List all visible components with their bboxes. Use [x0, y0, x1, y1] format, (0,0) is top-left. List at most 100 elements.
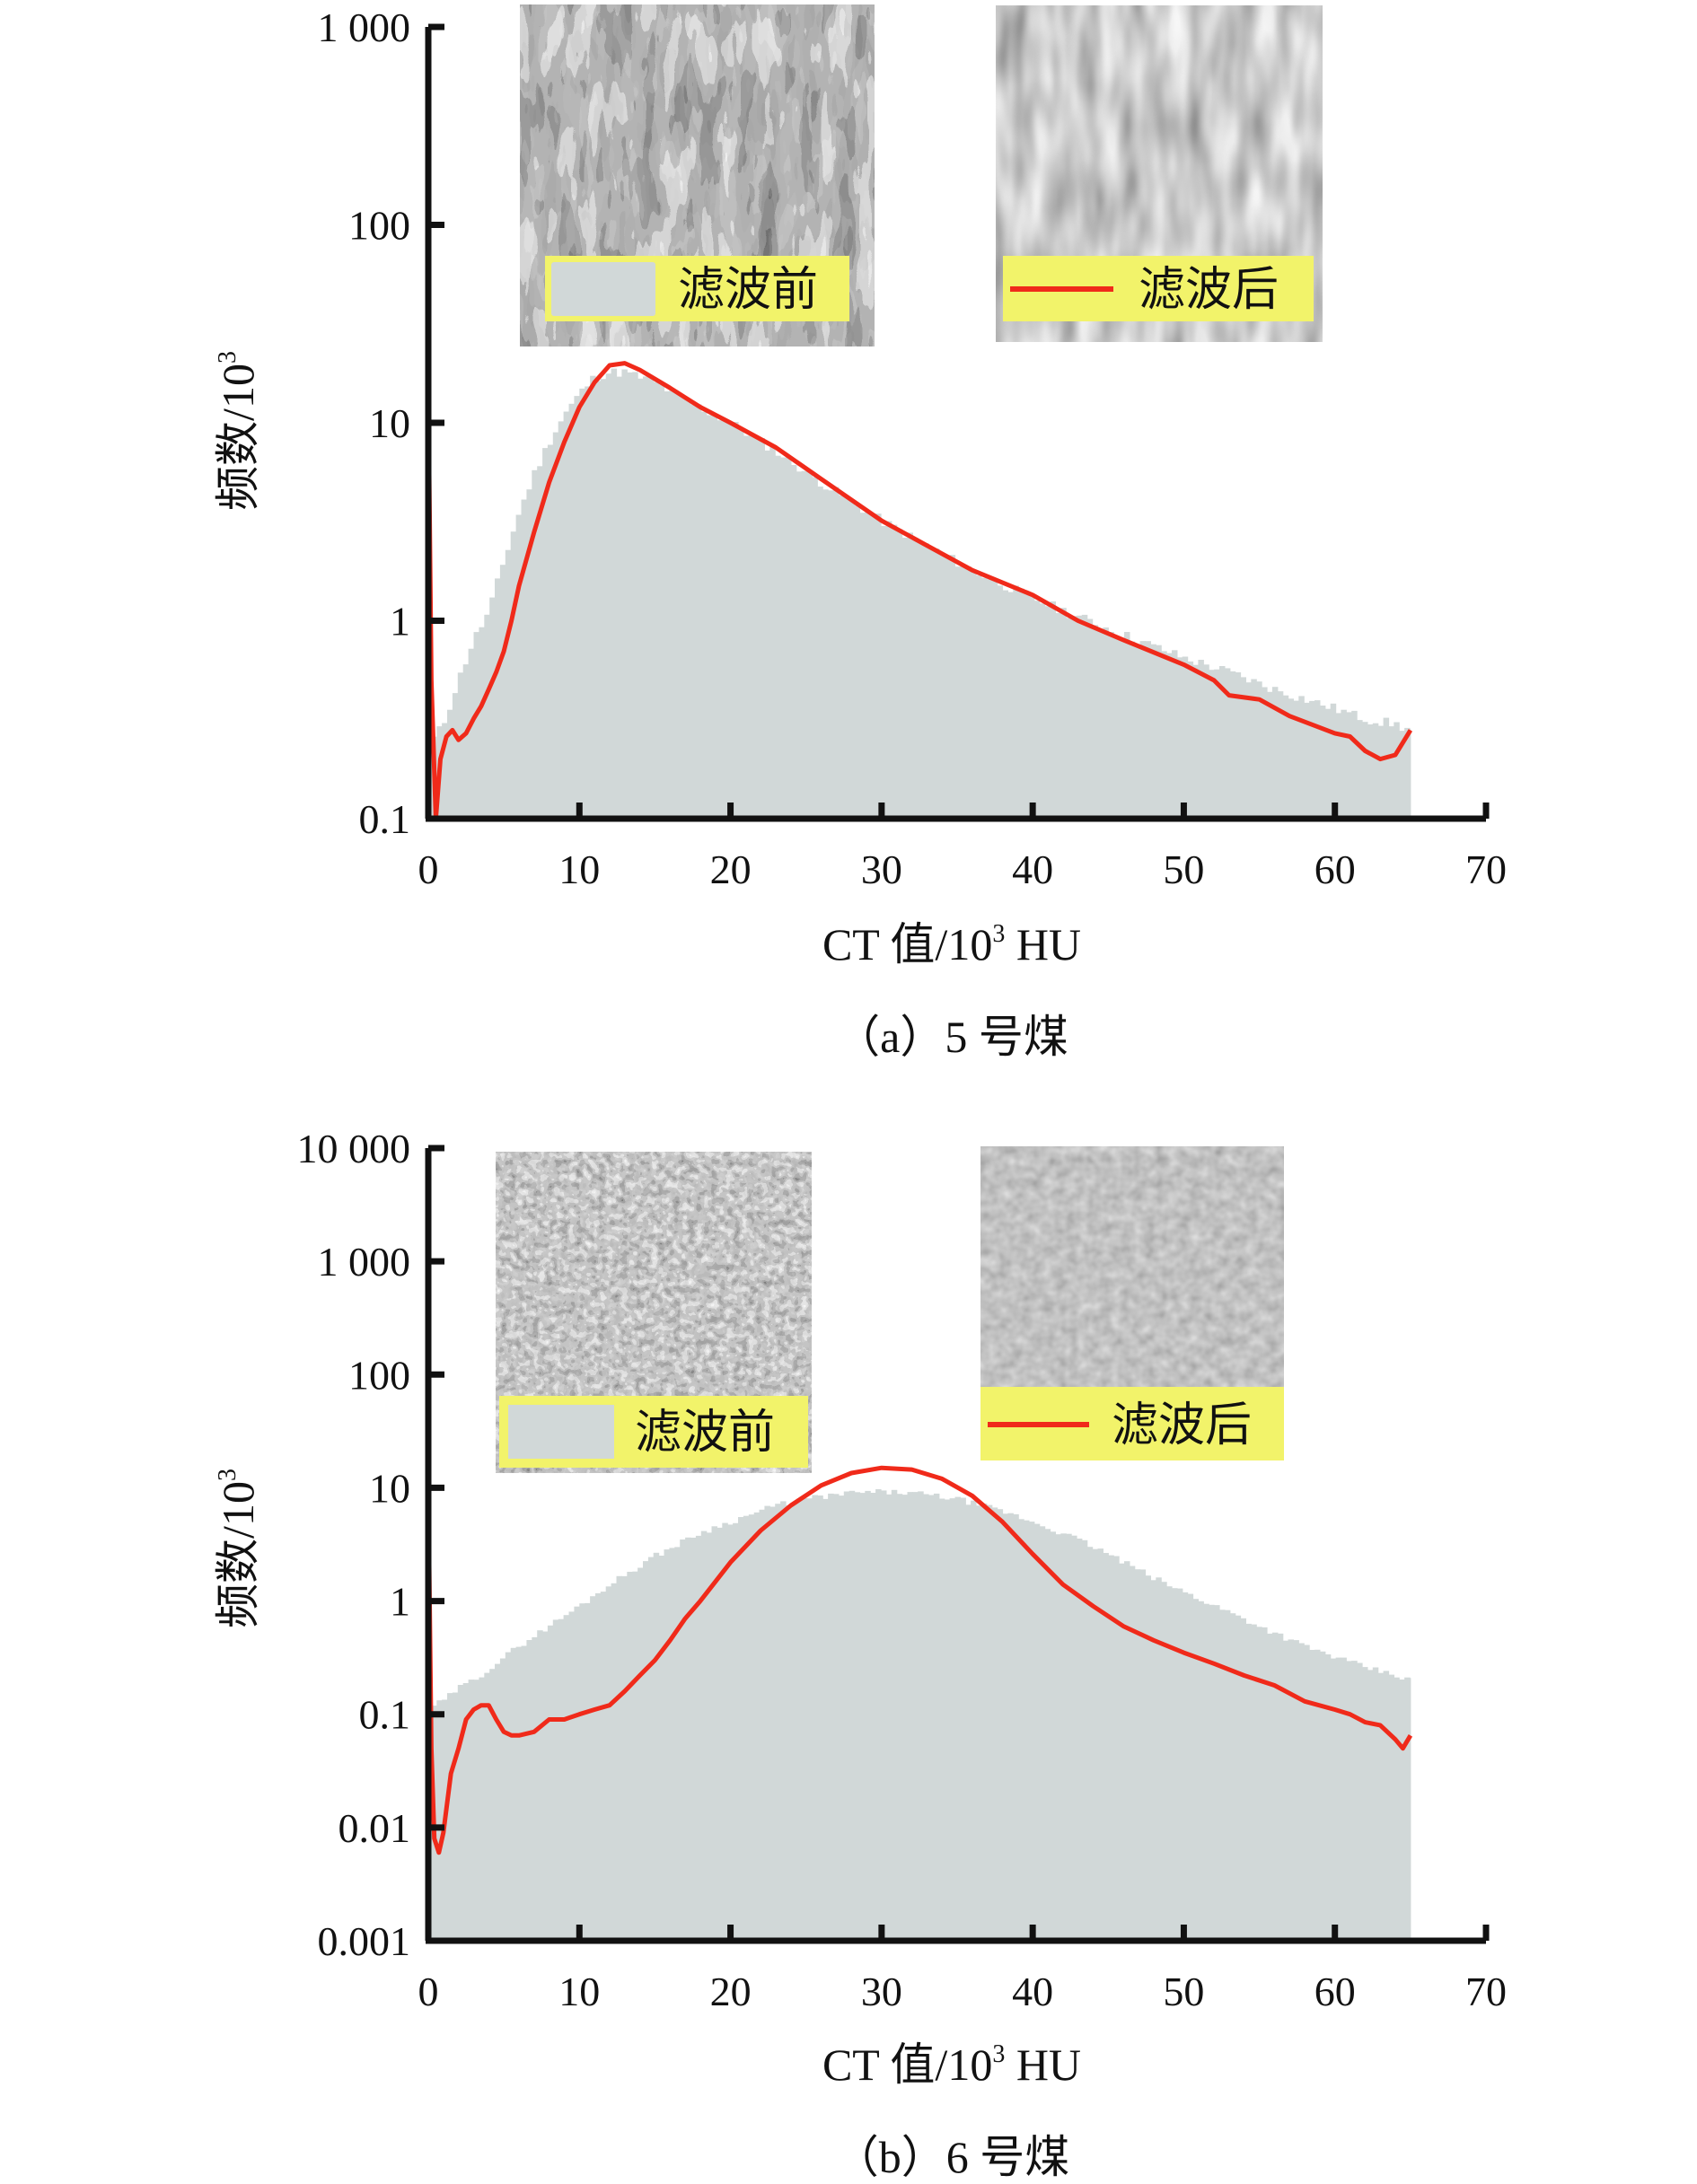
histogram-bar	[621, 1575, 628, 1941]
histogram-bar	[733, 1522, 739, 1941]
histogram-bar	[1007, 1513, 1014, 1941]
x-tick-label: 50	[1163, 846, 1204, 892]
histogram-bar	[1119, 1563, 1125, 1941]
histogram-bar	[875, 513, 882, 819]
histogram-bar	[812, 1495, 818, 1941]
histogram-bar	[923, 543, 929, 819]
histogram-bar	[1214, 669, 1220, 819]
x-tick-label: 30	[861, 846, 902, 892]
histogram-bar	[838, 495, 845, 819]
histogram-bar	[627, 372, 633, 819]
histogram-bar	[521, 499, 527, 819]
legend-after: 滤波后	[1003, 256, 1314, 321]
histogram-bar	[727, 1524, 734, 1941]
histogram-bar	[753, 436, 761, 819]
histogram-bar	[1139, 1569, 1147, 1941]
histogram-bar	[717, 1527, 723, 1941]
histogram-bar	[1150, 644, 1156, 819]
x-tick-label: 40	[1012, 1969, 1053, 2014]
x-axis-title-unit: HU	[1005, 919, 1081, 969]
histogram-bar	[812, 477, 818, 819]
histogram-bar	[1198, 660, 1204, 819]
histogram-bar	[1002, 1513, 1008, 1941]
histogram-bar	[1282, 1640, 1289, 1941]
histogram-bar	[1229, 1613, 1236, 1941]
histogram-bar	[489, 1669, 496, 1941]
histogram-bar	[1271, 687, 1279, 819]
histogram-bar	[664, 1549, 670, 1941]
histogram-bar	[590, 1596, 596, 1941]
histogram-bar	[605, 1586, 612, 1941]
histogram-bar	[1071, 1535, 1077, 1941]
x-tick-label: 10	[558, 846, 600, 892]
histogram-bar	[1245, 682, 1252, 819]
y-tick-label: 0.001	[318, 1918, 411, 1964]
legend-before: 滤波前	[499, 1396, 808, 1468]
histogram-bar	[532, 1636, 538, 1941]
histogram-bar	[870, 515, 876, 819]
axes	[425, 23, 1490, 822]
histogram-bar	[1362, 1667, 1368, 1941]
histogram-bar	[1182, 656, 1189, 819]
histogram-bar	[828, 1493, 834, 1941]
histogram-bar	[901, 538, 909, 819]
histogram-bar	[933, 1493, 940, 1941]
histogram-bar	[1018, 1519, 1024, 1941]
legend-before: 滤波前	[545, 256, 849, 321]
histogram-bar	[1172, 1588, 1178, 1941]
histogram-bar	[1309, 1650, 1315, 1941]
histogram-bar	[991, 1507, 998, 1941]
histogram-bar	[1187, 661, 1194, 819]
histogram-bar	[1383, 717, 1390, 819]
histogram-bar	[1251, 1624, 1257, 1941]
histogram-bar	[643, 376, 649, 819]
histogram-bar	[452, 1692, 459, 1941]
histogram-bar	[669, 388, 675, 819]
histogram-bar	[1150, 1580, 1156, 1941]
histogram-bar	[1394, 722, 1400, 819]
histogram-bar	[1330, 1658, 1337, 1941]
histogram-bar	[1219, 1609, 1226, 1941]
histogram-bar	[1086, 618, 1094, 819]
y-tick-label: 1	[390, 599, 410, 645]
histogram-bar	[944, 1499, 951, 1941]
histogram-bar	[976, 575, 982, 819]
histogram-bar	[1071, 616, 1077, 819]
histogram-bar	[632, 1571, 638, 1941]
x-tick-label: 10	[558, 1969, 600, 2014]
histogram-bar	[1060, 1533, 1067, 1941]
x-tick-label: 60	[1315, 1969, 1356, 2014]
histogram-bar	[1024, 1520, 1030, 1941]
histogram-bar	[1103, 627, 1109, 819]
histogram-bar	[585, 386, 591, 819]
x-tick-label: 30	[861, 1969, 902, 2014]
x-axis-title-main: CT 值/10	[822, 919, 992, 969]
histogram-bar	[706, 415, 713, 819]
histogram-bar	[574, 1606, 580, 1941]
histogram-bar	[1161, 651, 1167, 819]
histogram-bar	[1044, 1529, 1051, 1941]
histogram-bar	[1262, 1627, 1268, 1941]
y-tick-label: 100	[348, 203, 410, 249]
histogram-bar	[1203, 1603, 1209, 1941]
histogram-bar	[515, 514, 523, 819]
histogram-bar	[1113, 636, 1120, 819]
histogram-bar	[484, 1672, 490, 1941]
histogram-bar	[1097, 628, 1103, 819]
histogram-bar	[711, 415, 717, 819]
histogram-bar	[933, 548, 940, 819]
histogram-bar	[1081, 614, 1088, 819]
histogram-bar	[1377, 1672, 1385, 1941]
histogram-bar	[1367, 724, 1374, 819]
histogram-bar	[1028, 593, 1035, 819]
histogram-bar	[1372, 723, 1379, 819]
histogram-bar	[790, 465, 797, 819]
histogram-bar	[457, 672, 464, 819]
histogram-bar	[647, 1557, 655, 1941]
histogram-bar	[1341, 1657, 1347, 1941]
caption-a: （a）5 号煤	[835, 1012, 1068, 1062]
histogram-bar	[896, 529, 903, 819]
histogram-bar	[1039, 1526, 1046, 1941]
histogram-bar	[1271, 1632, 1279, 1941]
